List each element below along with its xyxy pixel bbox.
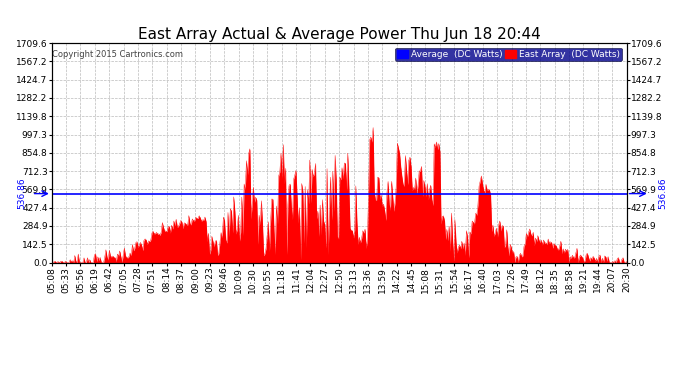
Legend: Average  (DC Watts), East Array  (DC Watts): Average (DC Watts), East Array (DC Watts… [395,48,622,61]
Text: 536.86: 536.86 [17,178,26,209]
Text: 536.86: 536.86 [658,178,667,209]
Text: Copyright 2015 Cartronics.com: Copyright 2015 Cartronics.com [52,50,184,59]
Title: East Array Actual & Average Power Thu Jun 18 20:44: East Array Actual & Average Power Thu Ju… [138,27,540,42]
